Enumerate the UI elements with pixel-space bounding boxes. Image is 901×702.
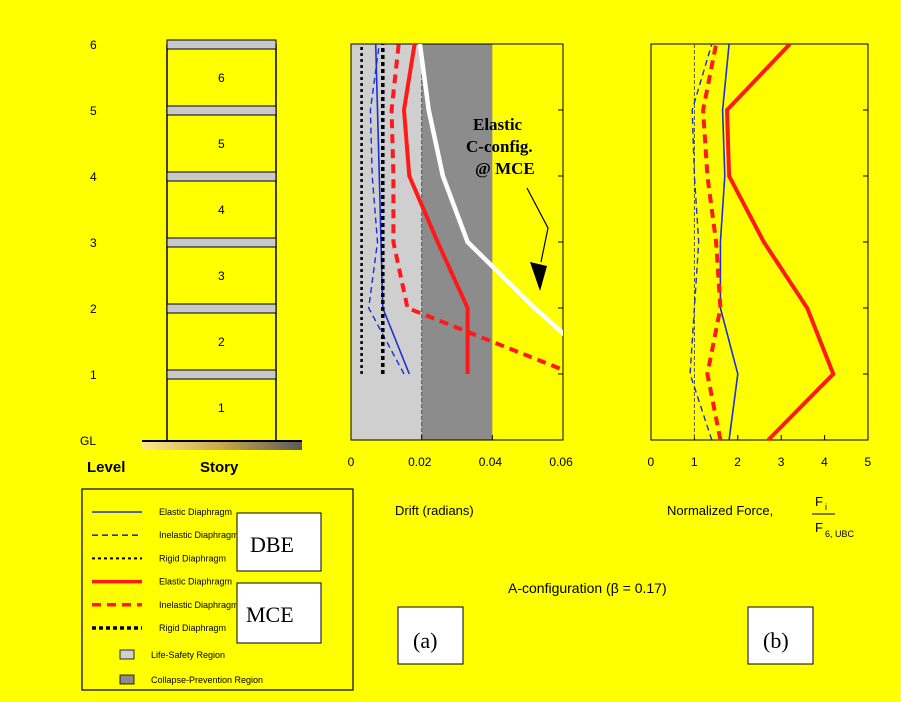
building-elevation: GL 1 2 3 4 5 6 1 2 3 4 5 6 [80,38,302,450]
level-label: 6 [90,38,97,52]
story-label: 3 [218,269,225,283]
annotation-arrowhead [530,262,547,291]
annotation-line-1: Elastic [473,115,523,134]
force-series-dbe-inelastic-diaphragm [689,43,713,441]
legend-swatch-collapse-prevention [119,674,135,685]
legend-mce-label: MCE [246,602,294,627]
drift-chart: 0 0.02 0.04 0.06 [348,43,573,469]
level-label: GL [80,434,96,448]
panel-b-label: (b) [763,628,789,653]
legend-mce-box [236,582,322,644]
annotation-line-2: C-config. [466,137,533,156]
level-header: Level [87,459,125,476]
legend-label: Rigid Diaphragm [159,553,226,563]
x-tick-label: 0.02 [408,455,432,469]
drift-series-mce-elastic-diaphragm [401,44,470,374]
force-chart-xlabel: Normalized Force, F i F 6, UBC [667,494,855,539]
floor-slab [166,171,277,182]
x-tick-label: 0 [348,455,355,469]
floor-slab [166,237,277,248]
x-tick-label: 5 [865,455,872,469]
level-label: 5 [90,104,97,118]
force-series-mce-inelastic-diaphragm [701,43,723,441]
level-label: 2 [90,302,97,316]
force-xlabel-text: Normalized Force, [667,503,773,518]
legend-label: Elastic Diaphragm [159,577,232,587]
drift-chart-xlabel: Drift (radians) [395,503,474,518]
force-series-dbe-elastic-diaphragm [719,43,739,441]
panel-b-label-box [747,606,814,665]
story-label: 6 [218,71,225,85]
legend: Elastic Diaphragm Inelastic Diaphragm Rigi… [81,488,354,691]
legend-label: Inelastic Diaphragm [159,600,239,610]
legend-region-label: Collapse-Prevention Region [151,675,263,685]
floor-slab [166,303,277,314]
level-label: 3 [90,236,97,250]
x-tick-label: 0 [648,455,655,469]
force-denominator: F [815,520,823,535]
annotation-arrow [526,187,549,263]
level-label: 1 [90,368,97,382]
panel-a-label-box [397,606,464,665]
region-collapse-prevention [421,44,493,440]
annotation-elastic-c-config: Elastic C-config. @ MCE [466,115,549,291]
x-tick-label: 4 [821,455,828,469]
drift-series-dbe-inelastic-diaphragm [367,44,405,375]
story-label: 5 [218,137,225,151]
force-denominator-sub: 6, UBC [825,529,855,539]
story-header: Story [200,459,239,476]
drift-series-dbe-elastic-diaphragm [374,44,411,375]
force-numerator: F [815,494,823,509]
force-series-mce-elastic-diaphragm [724,42,836,442]
story-label: 2 [218,335,225,349]
x-tick-label: 2 [734,455,741,469]
drift-series-elastic-c-config-mce [417,44,563,337]
drift-series-group [360,44,563,375]
panel-a-label: (a) [413,628,437,653]
annotation-line-3: @ MCE [475,159,535,178]
x-tick-label: 0.04 [479,455,503,469]
legend-label: Inelastic Diaphragm [159,530,239,540]
legend-dbe-label: DBE [250,532,294,557]
story-label: 1 [218,401,225,415]
force-chart: 0 1 2 3 4 5 [648,42,872,469]
legend-dbe-box [236,512,322,572]
floor-slab [166,105,277,116]
x-tick-label: 0.06 [549,455,573,469]
ground-slab [142,440,302,450]
floor-slab [166,369,277,380]
floor-slab [166,39,277,50]
x-tick-label: 1 [691,455,698,469]
force-numerator-sub: i [825,502,827,512]
legend-region-label: Life-Safety Region [151,650,225,660]
legend-label: Rigid Diaphragm [159,623,226,633]
legend-label: Elastic Diaphragm [159,507,232,517]
x-tick-label: 3 [778,455,785,469]
level-label: 4 [90,170,97,184]
figure-caption: A-configuration (β = 0.17) [508,580,667,596]
story-label: 4 [218,203,225,217]
legend-frame [81,488,354,691]
legend-swatch-life-safety [119,649,135,660]
